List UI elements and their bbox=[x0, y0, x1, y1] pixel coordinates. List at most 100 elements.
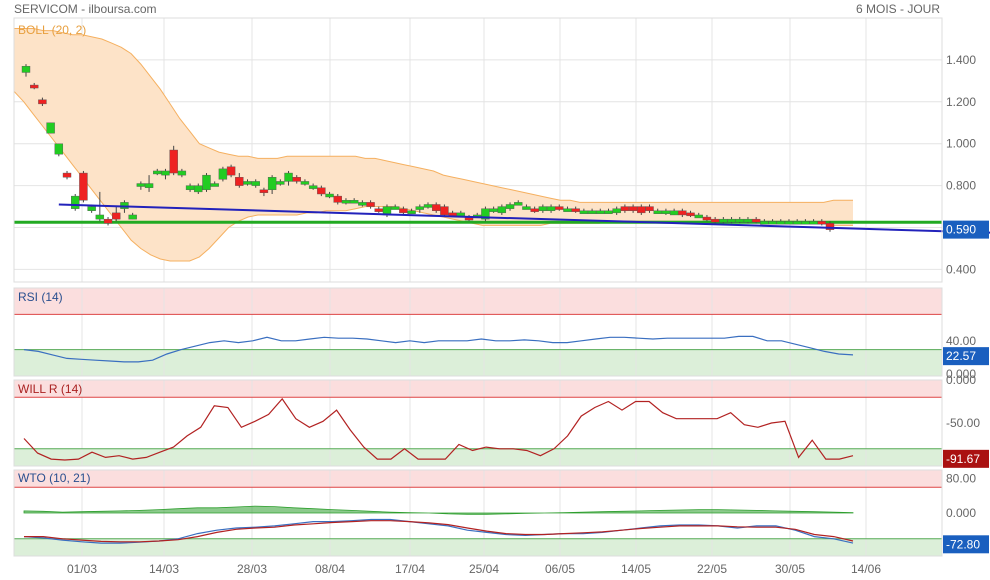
x-tick-label: 17/04 bbox=[395, 562, 425, 576]
candle bbox=[95, 214, 105, 220]
candle bbox=[390, 206, 400, 210]
candle bbox=[530, 208, 539, 212]
candle bbox=[522, 206, 531, 210]
candle bbox=[694, 214, 703, 219]
candle bbox=[21, 65, 31, 73]
candle bbox=[366, 202, 375, 207]
candle bbox=[710, 218, 720, 223]
price-ytick-2: 1.000 bbox=[946, 137, 976, 151]
candle bbox=[46, 122, 55, 134]
candle bbox=[563, 208, 572, 212]
willr-panel-title: WILL R (14) bbox=[18, 382, 82, 396]
candle bbox=[169, 149, 178, 174]
candle bbox=[112, 212, 121, 220]
candle bbox=[620, 206, 630, 211]
candle bbox=[645, 206, 654, 211]
x-tick-label: 14/06 bbox=[851, 562, 881, 576]
boll-panel-title: BOLL (20, 2) bbox=[18, 23, 86, 37]
candle bbox=[161, 170, 170, 176]
x-tick-label: 22/05 bbox=[697, 562, 727, 576]
candle bbox=[276, 181, 285, 185]
willr-oversold-zone bbox=[14, 448, 942, 466]
candle bbox=[432, 204, 441, 211]
candle bbox=[202, 174, 211, 191]
rsi-oversold-zone bbox=[14, 349, 942, 376]
willr-line bbox=[23, 397, 854, 461]
candle bbox=[300, 181, 310, 185]
candle bbox=[604, 210, 613, 214]
candle bbox=[571, 208, 580, 212]
candle bbox=[489, 208, 498, 212]
willr-frame bbox=[13, 379, 943, 467]
willr-ytick-0: 0.000 bbox=[946, 373, 976, 387]
willr-last-text: -91.67 bbox=[946, 452, 980, 466]
candle bbox=[637, 206, 646, 214]
candle bbox=[333, 195, 342, 203]
candle bbox=[546, 206, 556, 211]
rsi-overbought-zone bbox=[14, 288, 942, 315]
candle bbox=[792, 221, 802, 225]
candle bbox=[407, 210, 416, 214]
candle bbox=[719, 218, 728, 223]
rsi-line bbox=[23, 335, 854, 363]
wto-panel-title: WTO (10, 21) bbox=[18, 471, 90, 485]
wto-wt2-line bbox=[24, 520, 854, 543]
wto-last-text: -72.80 bbox=[946, 537, 980, 551]
candle bbox=[54, 143, 64, 155]
x-tick-label: 28/03 bbox=[237, 562, 267, 576]
candle bbox=[743, 218, 753, 223]
candle bbox=[243, 181, 252, 185]
wto-diff-area bbox=[23, 505, 854, 515]
candle bbox=[267, 177, 277, 191]
candle bbox=[456, 212, 466, 217]
candle bbox=[38, 99, 47, 105]
candle bbox=[481, 208, 490, 220]
x-tick-label: 14/03 bbox=[149, 562, 179, 576]
wto-ytick-1: 0.000 bbox=[946, 506, 976, 520]
candle bbox=[71, 195, 80, 209]
candle bbox=[317, 187, 326, 195]
price-ytick-1: 1.200 bbox=[946, 95, 976, 109]
price-ytick-5: 0.400 bbox=[946, 262, 976, 276]
candle bbox=[103, 218, 113, 224]
candle bbox=[415, 206, 424, 210]
candle bbox=[325, 193, 334, 198]
candle bbox=[235, 177, 244, 186]
candle bbox=[79, 172, 88, 201]
price-ytick-0: 1.400 bbox=[946, 53, 976, 67]
candle bbox=[612, 208, 621, 214]
last-price-box bbox=[943, 220, 989, 239]
candle bbox=[341, 200, 351, 204]
candle bbox=[128, 214, 137, 220]
candle bbox=[153, 170, 162, 175]
candle bbox=[801, 221, 810, 225]
candle bbox=[177, 170, 187, 176]
candle bbox=[144, 183, 154, 188]
rsi-frame bbox=[13, 287, 943, 377]
candle bbox=[555, 206, 564, 210]
candle bbox=[440, 206, 449, 216]
candle bbox=[817, 221, 826, 225]
candle bbox=[702, 216, 712, 221]
candle bbox=[579, 210, 589, 214]
candle bbox=[735, 218, 744, 223]
candle bbox=[136, 183, 146, 187]
candle bbox=[251, 181, 260, 186]
candle bbox=[538, 206, 548, 211]
rsi-last-box bbox=[943, 347, 989, 366]
candle bbox=[259, 189, 269, 194]
rsi-ytick-1: 0.000 bbox=[946, 367, 976, 381]
candle bbox=[686, 212, 695, 217]
candle bbox=[62, 172, 72, 178]
candle bbox=[587, 210, 597, 214]
candle bbox=[596, 210, 605, 214]
candle bbox=[669, 210, 679, 216]
candle bbox=[308, 185, 318, 189]
x-tick-label: 30/05 bbox=[775, 562, 805, 576]
candle bbox=[628, 206, 638, 211]
price-frame bbox=[13, 17, 943, 283]
x-tick-label: 08/04 bbox=[315, 562, 345, 576]
candle bbox=[760, 221, 769, 225]
